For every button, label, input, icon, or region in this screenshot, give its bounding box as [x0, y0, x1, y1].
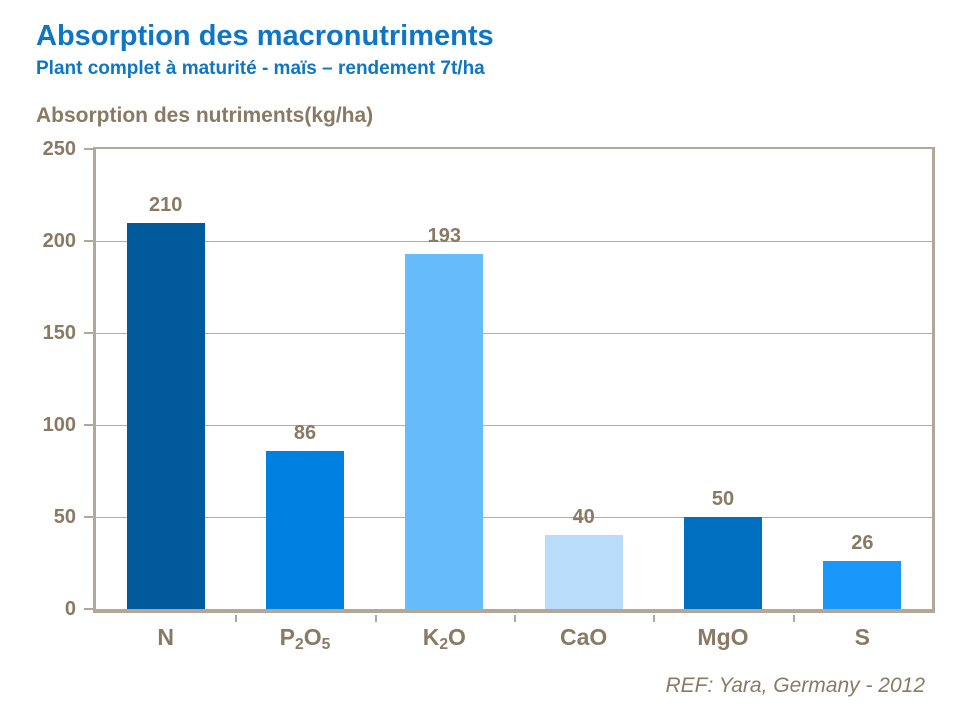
bar-n [126, 222, 205, 609]
gridline-200 [96, 240, 932, 242]
x-axis-category-label: MgO [697, 624, 749, 650]
x-axis-category-label: P2O5 [279, 624, 331, 654]
x-axis-boundary-tick [235, 615, 238, 622]
chart-axis-heading: Absorption des nutriments(kg/ha) [36, 104, 374, 127]
y-axis-tick-label: 50 [53, 506, 76, 528]
bar-value-label: 50 [711, 488, 735, 510]
x-axis-category-label: N [157, 624, 174, 650]
y-axis-tick-label: 200 [42, 230, 76, 252]
x-axis-category-label: S [854, 624, 870, 650]
subscript-digit: 2 [295, 636, 304, 654]
x-axis-category-label: K2O [422, 624, 466, 654]
bar-p2o5 [266, 450, 344, 609]
bar-value-label: 193 [427, 224, 462, 247]
x-axis-boundary-tick [514, 615, 516, 622]
page-title: Absorption des macronutriments [36, 20, 494, 52]
subscript-digit: 5 [321, 636, 331, 654]
y-axis-tick-label: 0 [64, 598, 76, 620]
y-axis-tick-mark [84, 516, 93, 518]
bar-value-label: 40 [572, 506, 595, 529]
bar-s [823, 561, 902, 609]
gridline-150 [96, 332, 932, 334]
plot-area: 210 86 193 40 50 26 [93, 147, 935, 613]
x-axis-boundary-tick [792, 615, 795, 622]
x-axis-boundary-tick [653, 615, 656, 622]
bar-value-label: 86 [293, 421, 317, 444]
y-axis-tick-mark [84, 240, 93, 242]
y-axis-tick-label: 150 [42, 322, 76, 344]
y-axis-tick-mark [84, 424, 93, 426]
page-subtitle: Plant complet à maturité - maïs – rendem… [36, 58, 485, 79]
y-axis-tick-mark [84, 608, 93, 610]
y-axis-tick-mark [84, 148, 93, 150]
bar-mgo [684, 517, 762, 609]
bar-value-label: 210 [148, 193, 183, 216]
gridline-50 [96, 516, 932, 518]
y-axis-tick-mark [84, 332, 93, 334]
x-axis-category-label: CaO [560, 624, 608, 650]
gridline-100 [96, 424, 932, 426]
x-axis-boundary-tick [374, 615, 377, 622]
bar-cao [544, 535, 623, 609]
y-axis-tick-label: 250 [42, 138, 76, 160]
y-axis-tick-label: 100 [42, 414, 76, 436]
reference-note: REF: Yara, Germany - 2012 [665, 674, 926, 697]
subscript-digit: 2 [439, 636, 449, 654]
bar-k2o [405, 253, 484, 609]
bar-value-label: 26 [851, 532, 874, 555]
